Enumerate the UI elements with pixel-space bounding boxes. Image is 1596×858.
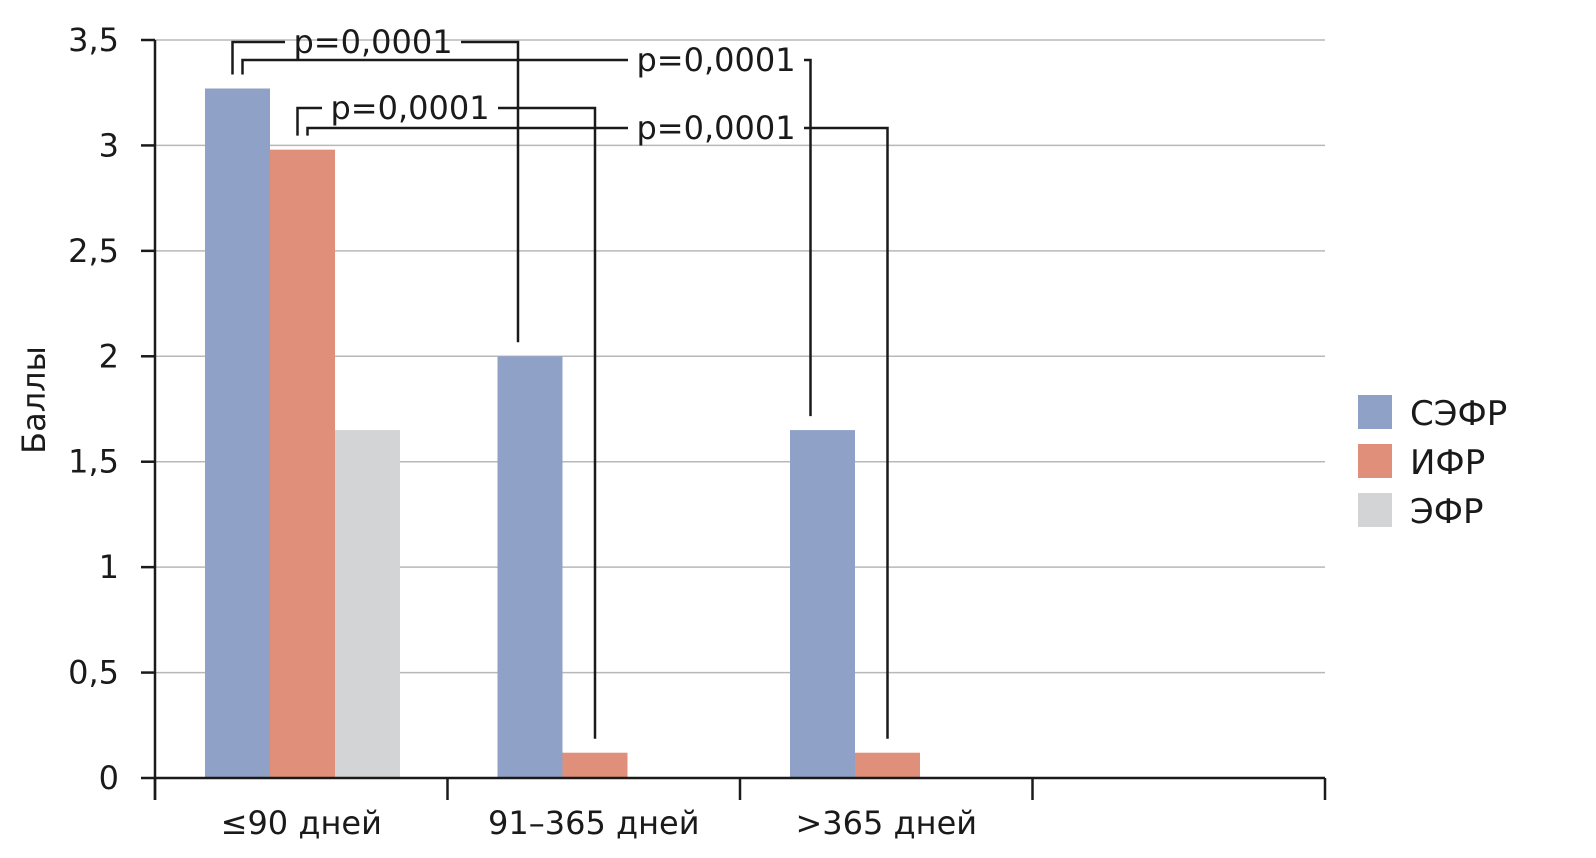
legend-label: ЭФР — [1410, 492, 1484, 532]
y-axis-ticks: 0 0,5 1 1,5 2 2,5 3 3,5 — [68, 21, 155, 797]
p-value-label: p=0,0001 — [636, 109, 795, 147]
y-tick-label: 2,5 — [68, 232, 119, 270]
bar-3-1 — [335, 430, 400, 778]
bar-1-1 — [205, 88, 270, 779]
y-axis-title: Баллы — [15, 346, 53, 454]
legend-label: СЭФР — [1410, 394, 1507, 434]
legend-swatch — [1358, 493, 1392, 527]
bar-1-2 — [497, 356, 563, 778]
p-value-label: p=0,0001 — [330, 89, 489, 127]
y-tick-label: 3,5 — [68, 21, 119, 59]
y-tick-label: 1,5 — [68, 443, 119, 481]
y-tick-label: 3 — [99, 126, 119, 164]
legend: СЭФР ИФР ЭФР — [1358, 394, 1507, 532]
x-tick-label: ≤90 дней — [221, 804, 382, 842]
legend-label: ИФР — [1410, 443, 1485, 483]
significance-brackets: p=0,0001 p=0,0001 p=0,0001 p=0,0001 — [231, 23, 889, 739]
x-axis-ticks: ≤90 дней 91–365 дней >365 дней — [153, 778, 1327, 842]
significance-bracket — [241, 58, 812, 417]
y-tick-label: 2 — [99, 337, 119, 375]
legend-swatch — [1358, 395, 1392, 429]
bar-2-2 — [562, 752, 628, 778]
significance-bracket — [296, 106, 597, 739]
y-tick-label: 1 — [99, 548, 119, 586]
x-tick-label: >365 дней — [795, 804, 977, 842]
p-value-label: p=0,0001 — [636, 41, 795, 79]
significance-bracket — [306, 126, 889, 739]
x-tick-label: 91–365 дней — [488, 804, 700, 842]
significance-bracket — [231, 40, 520, 343]
bar-2-1 — [270, 149, 335, 778]
y-tick-label: 0 — [99, 759, 119, 797]
bars — [205, 88, 920, 779]
bar-2-3 — [855, 752, 920, 778]
legend-swatch — [1358, 444, 1392, 478]
y-tick-label: 0,5 — [68, 654, 119, 692]
y-axis-title-group: Баллы — [15, 346, 53, 454]
p-value-label: p=0,0001 — [293, 23, 452, 61]
bar-1-3 — [790, 430, 855, 778]
